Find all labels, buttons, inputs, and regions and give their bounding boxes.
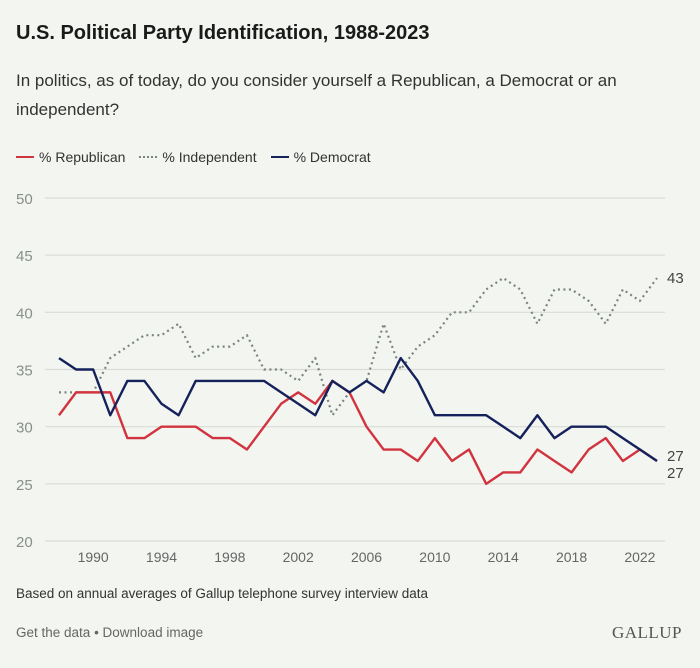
chart-subtitle: In politics, as of today, do you conside… <box>16 71 617 119</box>
x-tick-label: 2002 <box>283 549 314 565</box>
y-tick-label: 30 <box>16 420 33 437</box>
y-tick-label: 45 <box>16 248 33 265</box>
legend-swatch <box>16 156 34 158</box>
x-tick-label: 2014 <box>488 549 519 565</box>
legend-democrat: % Democrat <box>270 149 371 165</box>
legend-swatch <box>139 156 158 158</box>
x-tick-label: 2010 <box>419 549 450 565</box>
line-chart: 20 25 30 35 40 45 50 1990 1994 1998 2002 2006 2010 20… <box>16 191 684 565</box>
end-label: 27 <box>667 465 684 482</box>
legend: % Republican % Independent % Democrat <box>16 149 371 165</box>
x-tick-label: 1998 <box>214 549 245 565</box>
get-data-link[interactable]: Get the data <box>16 625 91 640</box>
x-tick-label: 2006 <box>351 549 382 565</box>
y-tick-label: 40 <box>16 305 33 322</box>
x-tick-label: 2022 <box>624 549 655 565</box>
y-tick-label: 25 <box>16 477 33 494</box>
download-image-link[interactable]: Download image <box>102 625 204 640</box>
x-tick-label: 2018 <box>556 549 587 565</box>
legend-republican: % Republican <box>16 149 125 165</box>
footer-links: Get the data • Download image <box>16 625 203 640</box>
y-tick-label: 20 <box>16 534 33 551</box>
series-line-republican <box>58 379 658 486</box>
end-label: 27 <box>667 448 684 465</box>
y-tick-label: 35 <box>16 363 33 380</box>
end-label: 43 <box>667 270 684 287</box>
chart-title: U.S. Political Party Identification, 198… <box>16 22 430 44</box>
x-tick-label: 1990 <box>78 549 109 565</box>
gallup-logo: GALLUP <box>611 623 682 642</box>
legend-label: % Independent <box>162 149 257 165</box>
legend-label: % Democrat <box>293 149 371 165</box>
legend-label: % Republican <box>39 149 126 165</box>
legend-swatch <box>270 156 289 158</box>
separator: • <box>90 625 103 640</box>
y-tick-label: 50 <box>16 191 33 208</box>
x-tick-label: 1994 <box>146 549 177 565</box>
series-line-democrat <box>58 356 658 462</box>
footnote: Based on annual averages of Gallup telep… <box>16 586 429 601</box>
legend-independent: % Independent <box>139 149 257 165</box>
series-line-independent <box>59 276 658 417</box>
